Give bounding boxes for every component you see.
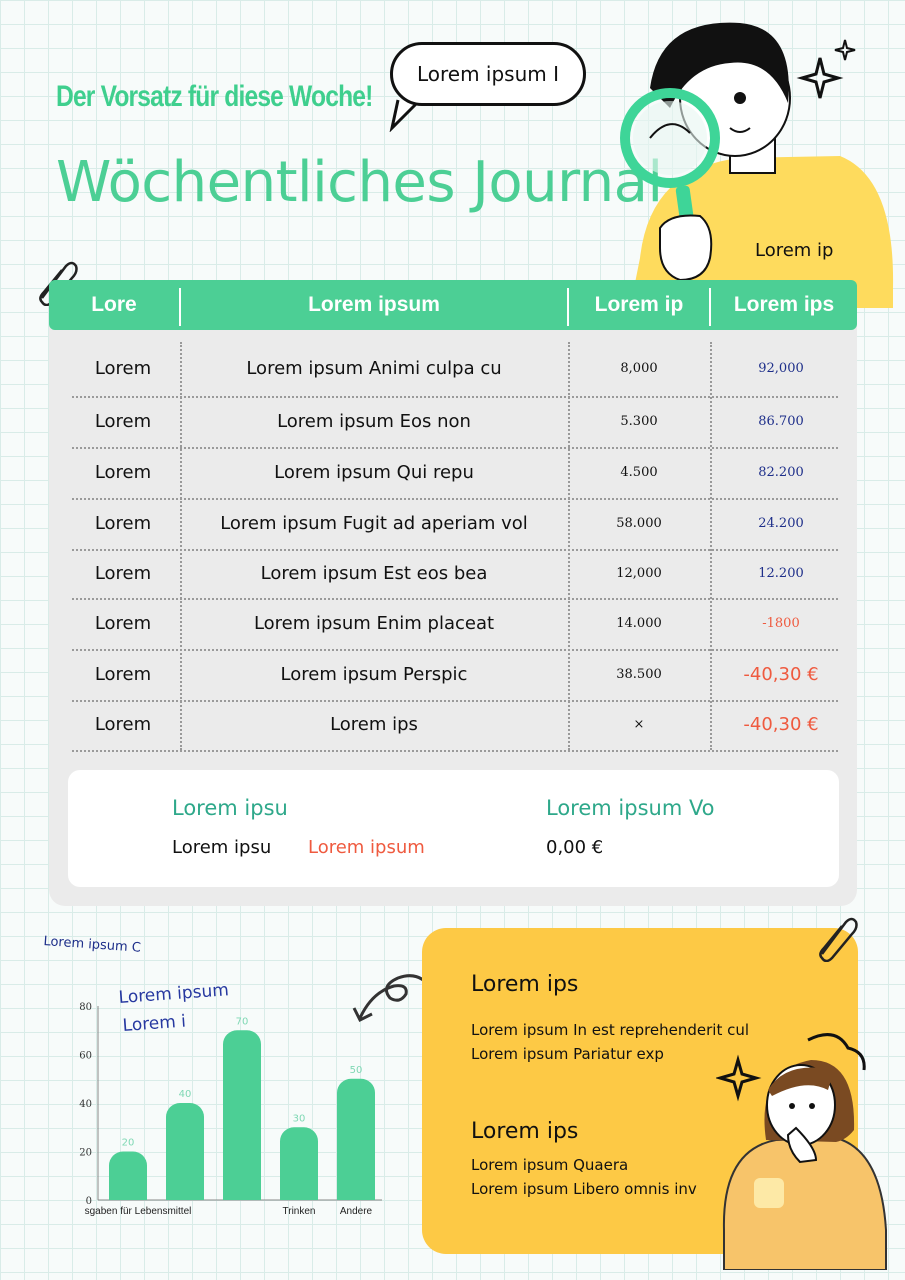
column-divider xyxy=(710,342,712,750)
row-divider xyxy=(72,396,838,398)
table-header: Lore Lorem ipsum Lorem ip Lorem ips xyxy=(49,280,857,330)
row-description-cell: Lorem ipsum Eos non xyxy=(277,411,471,432)
chart-bar xyxy=(337,1078,375,1200)
speech-bubble: Lorem ipsum I xyxy=(390,42,586,106)
row-amount-cell: 38.500 xyxy=(616,667,662,682)
panel-heading-1: Lorem ips xyxy=(471,972,579,997)
row-divider xyxy=(72,750,838,752)
row-description-cell: Lorem ipsum Perspic xyxy=(280,664,468,685)
row-value-cell: 12.200 xyxy=(758,566,804,581)
row-divider xyxy=(72,549,838,551)
row-amount-cell: 4.500 xyxy=(620,465,658,480)
panel-line-1: Lorem ipsum In est reprehenderit cul xyxy=(471,1021,750,1039)
row-description-cell: Lorem ipsum Enim placeat xyxy=(253,613,495,634)
chart-bar-base xyxy=(337,1186,375,1200)
chart-bar xyxy=(280,1127,318,1200)
summary-right-heading: Lorem ipsum Vo xyxy=(546,796,715,820)
paperclip-icon xyxy=(819,917,858,962)
y-tick-label: 80 xyxy=(79,1002,92,1013)
row-divider xyxy=(72,498,838,500)
chart-bar-base xyxy=(280,1186,318,1200)
row-description-cell: Lorem ipsum Qui repu xyxy=(274,462,474,483)
row-amount-cell: × xyxy=(633,717,645,732)
panel-heading-2: Lorem ips xyxy=(471,1119,579,1144)
data-label: 30 xyxy=(293,1113,306,1124)
boy-with-magnifier-illustration xyxy=(620,22,894,308)
x-tick-label: Andere xyxy=(340,1206,373,1217)
row-value-cell: 92,000 xyxy=(758,361,804,376)
row-name-cell: Lorem xyxy=(94,613,152,634)
row-value-cell: -1800 xyxy=(762,616,800,631)
row-description-cell: Lorem ipsum Est eos bea xyxy=(260,563,488,584)
row-amount-cell: 5.300 xyxy=(620,414,658,429)
panel-line-4: Lorem ipsum Libero omnis inv xyxy=(471,1180,697,1198)
summary-box xyxy=(68,770,839,887)
thinking-girl-illustration xyxy=(716,1033,887,1270)
column-header-2: Lorem ipsum xyxy=(308,293,440,316)
x-tick-label: sgaben für Lebensmittel xyxy=(85,1206,192,1217)
chart-note: Lorem ipsum C xyxy=(42,934,142,956)
row-divider xyxy=(72,649,838,651)
x-tick-label: Trinken xyxy=(283,1206,316,1217)
row-value-cell: 82.200 xyxy=(758,465,804,480)
column-divider xyxy=(568,342,570,750)
row-name-cell: Lorem xyxy=(94,513,152,534)
y-tick-label: 60 xyxy=(79,1051,92,1062)
row-divider xyxy=(72,598,838,600)
header-divider xyxy=(567,288,569,326)
chart-bar xyxy=(223,1030,261,1200)
column-header-1: Lore xyxy=(91,293,137,316)
row-name-cell: Lorem xyxy=(94,411,152,432)
chart-bar-base xyxy=(109,1186,147,1200)
row-description-cell: Lorem ips xyxy=(330,714,418,735)
row-amount-cell: 12,000 xyxy=(616,566,662,581)
data-label: 20 xyxy=(122,1138,135,1149)
curly-arrow-icon xyxy=(352,974,434,1023)
row-description-cell: Lorem ipsum Animi culpa cu xyxy=(246,358,502,379)
y-tick-label: 40 xyxy=(79,1099,92,1110)
row-value-cell: 86.700 xyxy=(758,414,804,429)
data-label: 70 xyxy=(236,1016,249,1027)
chart-bar-base xyxy=(223,1186,261,1200)
column-header-4: Lorem ips xyxy=(733,293,835,316)
column-divider xyxy=(180,342,182,750)
row-amount-cell: 8,000 xyxy=(620,361,658,376)
data-label: 40 xyxy=(179,1089,192,1100)
row-amount-cell: 14.000 xyxy=(616,616,662,631)
column-header-3: Lorem ip xyxy=(594,293,684,316)
panel-line-2: Lorem ipsum Pariatur exp xyxy=(471,1045,664,1063)
bar-chart: 0 20 40 60 80 20 sgaben für Lebensmittel 40 70 30… xyxy=(79,1002,382,1217)
chart-bar xyxy=(166,1103,204,1200)
row-divider xyxy=(72,447,838,449)
row-name-cell: Lorem xyxy=(94,462,152,483)
row-value-cell: -40,30 € xyxy=(743,664,819,685)
summary-left-red-text: Lorem ipsum xyxy=(308,837,425,858)
row-divider xyxy=(72,700,838,702)
row-name-cell: Lorem xyxy=(94,714,152,735)
panel-line-3: Lorem ipsum Quaera xyxy=(471,1156,629,1174)
row-amount-cell: 58.000 xyxy=(616,516,662,531)
row-name-cell: Lorem xyxy=(94,358,152,379)
header-divider xyxy=(179,288,181,326)
bubble-tail xyxy=(389,99,420,132)
summary-left-text: Lorem ipsu xyxy=(172,837,272,858)
summary-total-value: 0,00 € xyxy=(546,837,604,858)
row-value-cell: -40,30 € xyxy=(743,714,819,735)
row-description-cell: Lorem ipsum Fugit ad aperiam vol xyxy=(220,513,528,534)
y-tick-label: 20 xyxy=(79,1148,92,1159)
data-label: 50 xyxy=(350,1065,363,1076)
row-name-cell: Lorem xyxy=(94,664,152,685)
header-divider xyxy=(709,288,711,326)
row-name-cell: Lorem xyxy=(94,563,152,584)
page-title: Wöchentliches Journal xyxy=(56,150,663,215)
summary-left-heading: Lorem ipsu xyxy=(172,796,288,820)
side-note: Lorem ip xyxy=(755,240,834,261)
chart-bar-base xyxy=(166,1186,204,1200)
page-subtitle: Der Vorsatz für diese Woche! xyxy=(56,80,373,113)
row-value-cell: 24.200 xyxy=(758,516,804,531)
y-tick-label: 0 xyxy=(86,1196,92,1207)
